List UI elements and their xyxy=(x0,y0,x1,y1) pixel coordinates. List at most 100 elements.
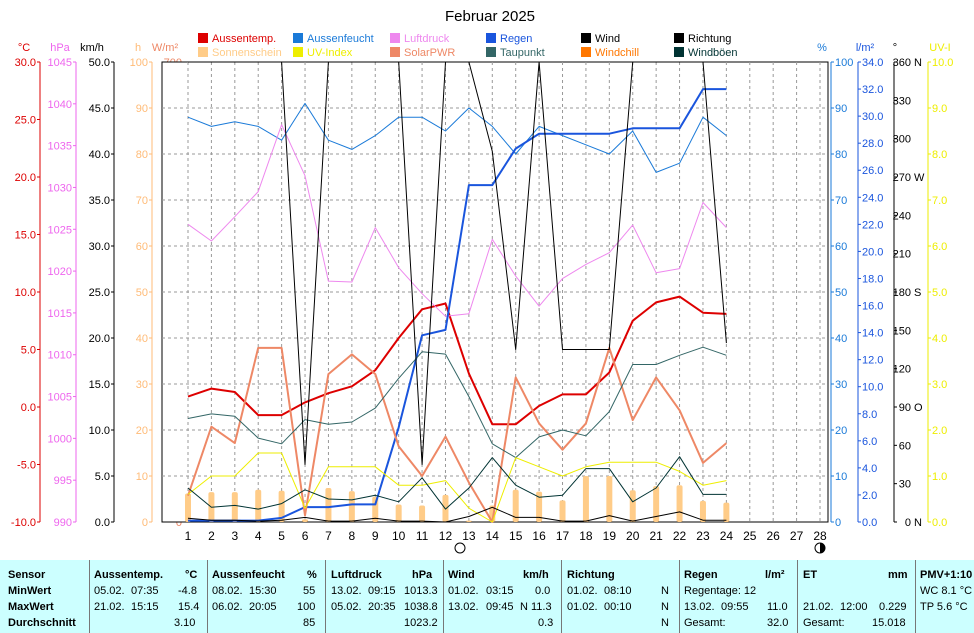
legend-label: UV-Index xyxy=(307,47,353,59)
tick-label-rain: 2.0 xyxy=(862,490,877,502)
tick-label-humidity: 70 xyxy=(835,195,847,207)
unit-sun: h xyxy=(135,42,141,54)
tick-label-pressure: 1025 xyxy=(48,224,72,236)
legend-label: Aussentemp. xyxy=(212,33,276,45)
series-aussentemp- xyxy=(187,295,727,426)
tick-label-sun: 90 xyxy=(136,103,148,115)
stat-header-et: ET xyxy=(803,569,818,581)
tick-label-pressure: 1015 xyxy=(48,308,72,320)
wind-max-date: 13.02. xyxy=(448,601,479,613)
wind-min-date: 01.02. xyxy=(448,585,479,597)
temp-max-date: 21.02. xyxy=(94,601,125,613)
legend-item: Windböen xyxy=(674,47,738,59)
x-tick-label: 15 xyxy=(509,529,523,543)
tick-label-temp: 5.0 xyxy=(21,345,36,357)
press-max-time: 20:35 xyxy=(368,601,396,613)
axis-headers: °C hPa km/h h W/m²% l/m² UV-I ° xyxy=(18,42,951,54)
press-min: 1013.3 xyxy=(404,585,438,597)
tick-label-rain: 30.0 xyxy=(862,111,883,123)
sunshine-bar xyxy=(419,505,426,522)
sunshine-bar xyxy=(465,520,472,522)
unit-solar: W/m² xyxy=(152,42,179,54)
press-min-time: 09:15 xyxy=(368,585,396,597)
rain-total-label: Gesamt: xyxy=(684,617,726,629)
legend-swatch xyxy=(486,33,496,43)
dir-max-time: 00:10 xyxy=(604,601,632,613)
sunshine-bar xyxy=(699,500,706,522)
temp-max: 15.4 xyxy=(178,601,200,613)
stat-header-rain: Regen xyxy=(684,569,718,581)
tick-label-direction: 270 xyxy=(893,172,911,184)
press-min-date: 13.02. xyxy=(331,585,362,597)
tick-label-wind: 15.0 xyxy=(89,379,110,391)
tick-label-uv: 1.0 xyxy=(932,471,947,483)
x-tick-label: 21 xyxy=(649,529,663,543)
tick-label-sun: 40 xyxy=(136,333,148,345)
sunshine-bar xyxy=(278,490,285,522)
temp-min-time: 07:35 xyxy=(131,585,159,597)
tick-label-wind: 20.0 xyxy=(89,333,110,345)
rain-total: 32.0 xyxy=(767,617,789,629)
series-wind xyxy=(187,506,727,523)
tick-label-rain: 14.0 xyxy=(862,328,883,340)
tick-label-compass: W xyxy=(914,172,925,184)
tick-label-humidity: 0 xyxy=(835,517,841,529)
legend-swatch xyxy=(674,47,684,57)
tick-label-rain: 28.0 xyxy=(862,138,883,150)
temp-min-date: 05.02. xyxy=(94,585,125,597)
tick-label-uv: 3.0 xyxy=(932,379,947,391)
x-tick-label: 17 xyxy=(556,529,570,543)
sunshine-bar xyxy=(325,487,332,522)
tick-label-humidity: 50 xyxy=(835,287,847,299)
stat-header-wind-unit: km/h xyxy=(523,569,549,581)
tick-label-uv: 0.0 xyxy=(932,517,947,529)
tick-label-wind: 25.0 xyxy=(89,287,110,299)
tick-label-rain: 4.0 xyxy=(862,463,877,475)
stat-header-pmv: PMV+1:10 xyxy=(920,569,973,581)
legend-item: Sonnenschein xyxy=(198,47,282,59)
stat-header-press: Luftdruck xyxy=(331,569,382,581)
tick-label-humidity: 40 xyxy=(835,333,847,345)
tick-label-uv: 5.0 xyxy=(932,287,947,299)
tick-label-pressure: 1020 xyxy=(48,266,72,278)
legend-item: Richtung xyxy=(674,33,731,45)
tick-label-humidity: 10 xyxy=(835,471,847,483)
stat-label-max: MaxWert xyxy=(8,601,54,613)
x-tick-label: 13 xyxy=(462,529,476,543)
series-taupunkt xyxy=(187,346,727,459)
series-richtung xyxy=(188,61,727,465)
sunshine-bar xyxy=(559,500,566,522)
legend-item: Regen xyxy=(486,33,532,45)
sunshine-bar xyxy=(606,476,613,522)
stat-header-hum: Aussenfeucht xyxy=(212,569,285,581)
hum-max: 100 xyxy=(297,601,316,613)
series-aussenfeucht xyxy=(187,102,727,173)
tick-label-rain: 10.0 xyxy=(862,382,883,394)
tick-label-direction: 30 xyxy=(899,479,911,491)
tick-label-compass: S xyxy=(914,287,921,299)
legend-swatch xyxy=(293,33,303,43)
tick-label-sun: 60 xyxy=(136,241,148,253)
tick-label-temp: 30.0 xyxy=(15,57,36,69)
x-tick-label: 7 xyxy=(325,529,332,543)
tick-label-temp: 15.0 xyxy=(15,230,36,242)
x-tick-label: 22 xyxy=(673,529,687,543)
tick-label-wind: 10.0 xyxy=(89,425,110,437)
tick-label-direction: 210 xyxy=(893,249,911,261)
sunshine-bar xyxy=(676,485,683,522)
tick-label-temp: 25.0 xyxy=(15,115,36,127)
tick-label-humidity: 80 xyxy=(835,149,847,161)
tick-label-rain: 16.0 xyxy=(862,301,883,313)
hum-max-date: 06.02. xyxy=(212,601,243,613)
legend-item: Wind xyxy=(581,33,620,45)
unit-direction: ° xyxy=(893,42,897,54)
wind-max-dir: N xyxy=(520,601,528,613)
dir-min: N xyxy=(661,585,669,597)
left-axes: 30.0 25.0 20.0 15.0 10.0 5.0 0.0 -5.0 -10.0 1045 1… xyxy=(11,57,187,529)
tick-label-compass: O xyxy=(914,402,923,414)
et-max-date: 21.02. xyxy=(803,601,834,613)
tick-label-uv: 7.0 xyxy=(932,195,947,207)
x-tick-label: 10 xyxy=(392,529,406,543)
hum-avg: 85 xyxy=(303,617,316,629)
unit-temp: °C xyxy=(18,42,30,54)
